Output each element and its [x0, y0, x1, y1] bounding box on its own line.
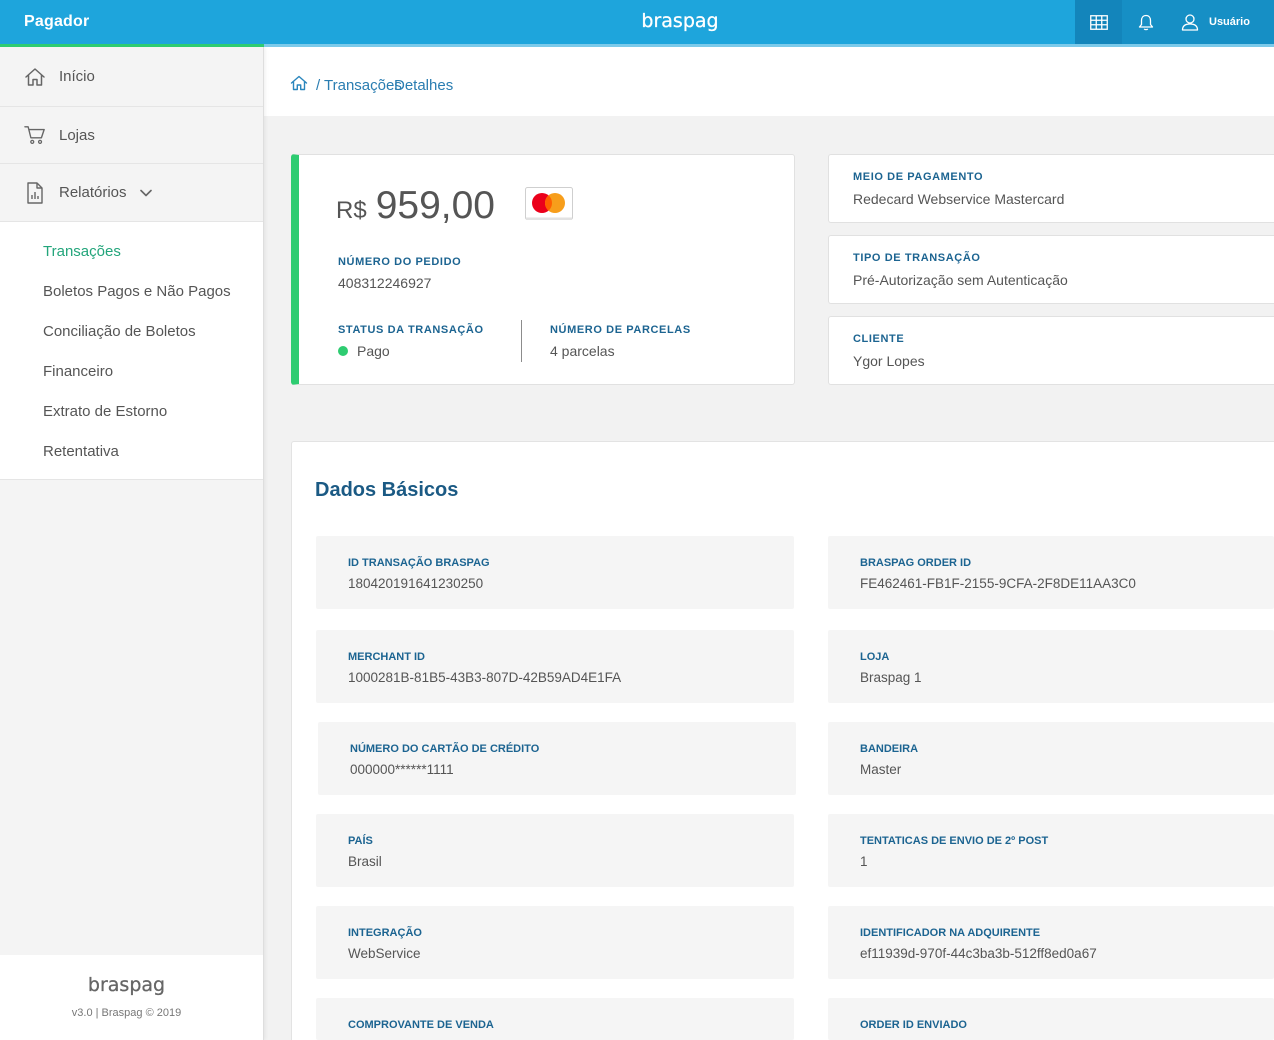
field-pais: PAÍS Brasil: [316, 814, 794, 887]
field-loja: LOJA Braspag 1: [828, 630, 1274, 703]
cart-icon: [24, 124, 46, 146]
field-label: MERCHANT ID: [348, 651, 425, 663]
breadcrumb-detalhes: Detalhes: [394, 77, 454, 94]
field-label: ORDER ID ENVIADO: [860, 1019, 967, 1031]
bell-icon: [1138, 14, 1154, 31]
submenu-item-extrato[interactable]: Extrato de Estorno: [43, 403, 168, 420]
field-value: FE462461-FB1F-2155-9CFA-2F8DE11AA3C0: [860, 576, 1136, 591]
reports-submenu: Transações Boletos Pagos e Não Pagos Con…: [0, 222, 263, 480]
sidebar: Início Lojas Relatórios Transações Bolet…: [0, 47, 264, 1040]
field-id-transacao: ID TRANSAÇÃO BRASPAG 180420191641230250: [316, 536, 794, 609]
mastercard-icon: [525, 187, 573, 221]
top-header: Pagador braspag Usuário: [0, 0, 1274, 44]
sidebar-footer: braspag v3.0 | Braspag © 2019: [0, 955, 263, 1040]
installments-value: 4 parcelas: [550, 343, 615, 359]
submenu-item-financeiro[interactable]: Financeiro: [43, 363, 114, 380]
notifications-button[interactable]: [1122, 0, 1170, 44]
home-icon[interactable]: [290, 75, 308, 91]
sidebar-accent-stripe: [0, 44, 264, 47]
field-label: LOJA: [860, 651, 890, 663]
field-label: TENTATICAS DE ENVIO DE 2º POST: [860, 835, 1049, 847]
field-value: 1000281B-81B5-43B3-807D-42B59AD4E1FA: [348, 670, 622, 685]
header-tools: Usuário: [1075, 0, 1274, 44]
field-value: 180420191641230250: [348, 576, 484, 591]
content-accent-stripe: [264, 44, 1274, 47]
apps-grid-button[interactable]: [1075, 0, 1122, 44]
summary-divider: [521, 320, 522, 362]
field-label: INTEGRAÇÃO: [348, 927, 422, 939]
field-value: 000000******1111: [350, 762, 454, 777]
breadcrumb-transacoes[interactable]: Transações: [324, 77, 402, 94]
field-value: ef11939d-970f-44c3ba3b-512ff8ed0a67: [860, 946, 1097, 961]
field-order-id-enviado: ORDER ID ENVIADO: [828, 998, 1274, 1040]
submenu-item-boletos[interactable]: Boletos Pagos e Não Pagos: [43, 283, 231, 300]
field-bandeira: BANDEIRA Master: [828, 722, 1274, 795]
transaction-summary-card: R$ 959,00 NÚMERO DO PEDIDO 408312246927 …: [291, 154, 795, 385]
report-icon: [24, 181, 46, 204]
field-label: BRASPAG ORDER ID: [860, 557, 972, 569]
transaction-type-value: Pré-Autorização sem Autenticação: [853, 272, 1068, 288]
payment-method-card: MEIO DE PAGAMENTO Redecard Webservice Ma…: [828, 154, 1274, 223]
sidebar-item-label: Início: [59, 68, 95, 85]
submenu-item-transacoes[interactable]: Transações: [43, 243, 121, 260]
installments-label: NÚMERO DE PARCELAS: [550, 324, 691, 336]
field-label: PAÍS: [348, 835, 373, 847]
payment-method-label: MEIO DE PAGAMENTO: [853, 171, 984, 183]
basic-data-card: Dados Básicos ID TRANSAÇÃO BRASPAG 18042…: [291, 441, 1274, 1040]
transaction-type-label: TIPO DE TRANSAÇÃO: [853, 252, 981, 264]
breadcrumb-separator: /: [316, 77, 321, 94]
transaction-type-card: TIPO DE TRANSAÇÃO Pré-Autorização sem Au…: [828, 235, 1274, 304]
amount-value: 959,00: [375, 184, 495, 227]
customer-value: Ygor Lopes: [853, 353, 925, 369]
field-identificador-adquirente: IDENTIFICADOR NA ADQUIRENTE ef11939d-970…: [828, 906, 1274, 979]
field-label: NÚMERO DO CARTÃO DE CRÉDITO: [350, 743, 540, 755]
submenu-item-retentativa[interactable]: Retentativa: [43, 443, 119, 460]
sidebar-item-label: Lojas: [59, 126, 95, 144]
user-label: Usuário: [1209, 16, 1250, 28]
customer-label: CLIENTE: [853, 333, 905, 345]
status-label: STATUS DA TRANSAÇÃO: [338, 324, 484, 336]
sidebar-item-relatorios[interactable]: Relatórios: [0, 164, 263, 222]
user-menu-button[interactable]: Usuário: [1170, 0, 1274, 44]
field-label: BANDEIRA: [860, 743, 919, 755]
customer-card: CLIENTE Ygor Lopes: [828, 316, 1274, 385]
field-braspag-order-id: BRASPAG ORDER ID FE462461-FB1F-2155-9CFA…: [828, 536, 1274, 609]
app-title: Pagador: [24, 13, 90, 30]
braspag-logo: braspag: [641, 10, 719, 32]
field-label: ID TRANSAÇÃO BRASPAG: [348, 557, 490, 569]
user-icon: [1181, 13, 1199, 31]
field-value: 1: [860, 854, 868, 869]
sidebar-item-label: Relatórios: [59, 184, 127, 201]
status-value: Pago: [357, 343, 390, 359]
field-comprovante-venda: COMPROVANTE DE VENDA: [316, 998, 794, 1040]
home-icon: [24, 66, 46, 88]
payment-method-value: Redecard Webservice Mastercard: [853, 191, 1065, 207]
field-value: Brasil: [348, 854, 382, 869]
sidebar-item-lojas[interactable]: Lojas: [0, 107, 263, 164]
status-dot: [338, 346, 348, 356]
currency-symbol: R$: [336, 197, 367, 224]
field-value: Master: [860, 762, 902, 777]
field-value: Braspag 1: [860, 670, 922, 685]
order-number-value: 408312246927: [338, 275, 432, 291]
breadcrumb: / Transações Detalhes: [264, 47, 1274, 116]
field-label: IDENTIFICADOR NA ADQUIRENTE: [860, 927, 1041, 939]
field-card-number: NÚMERO DO CARTÃO DE CRÉDITO 000000******…: [318, 722, 796, 795]
chevron-down-icon: [140, 189, 152, 197]
section-title: Dados Básicos: [315, 479, 459, 501]
field-merchant-id: MERCHANT ID 1000281B-81B5-43B3-807D-42B5…: [316, 630, 794, 703]
order-number-label: NÚMERO DO PEDIDO: [338, 256, 462, 268]
submenu-item-conciliacao[interactable]: Conciliação de Boletos: [43, 323, 196, 340]
field-label: COMPROVANTE DE VENDA: [348, 1019, 494, 1031]
footer-logo: braspag: [87, 974, 166, 996]
transaction-amount: R$ 959,00: [336, 184, 495, 228]
grid-icon: [1089, 14, 1108, 30]
field-value: WebService: [348, 946, 421, 961]
field-tentativas-post: TENTATICAS DE ENVIO DE 2º POST 1: [828, 814, 1274, 887]
field-integracao: INTEGRAÇÃO WebService: [316, 906, 794, 979]
sidebar-item-inicio[interactable]: Início: [0, 47, 263, 107]
version-text: v3.0 | Braspag © 2019: [71, 1007, 182, 1019]
